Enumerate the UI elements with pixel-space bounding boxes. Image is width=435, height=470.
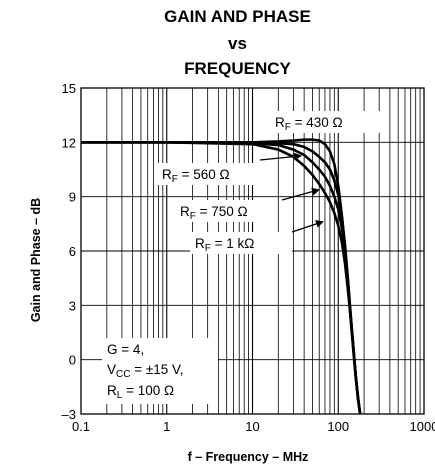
x-tick-label: 1: [163, 419, 170, 434]
y-tick-label: 15: [62, 81, 76, 96]
plot-frame: [80, 87, 425, 415]
condition-supply: VCC = ±15 V,: [107, 362, 184, 380]
y-tick-label: 3: [69, 298, 76, 313]
series-label-arrow: [281, 187, 320, 201]
x-axis-label: f – Frequency – MHz: [188, 450, 309, 464]
x-tick-label: 1000: [410, 419, 435, 434]
condition-load: RL = 100 Ω: [107, 383, 174, 401]
x-tick-label: 100: [327, 419, 349, 434]
series-label-background: [190, 232, 292, 254]
plot-annotations: RF = 430 Ω RF = 560 Ω RF = 750 Ω RF = 1 kΩ G…: [102, 111, 382, 404]
series-label: RF = 560 Ω: [162, 167, 230, 185]
y-tick-label: 12: [62, 135, 76, 150]
series-label-arrow: [291, 220, 324, 233]
series-label-background: [175, 200, 275, 222]
plot-curves: [81, 138, 362, 415]
series-label-arrow: [259, 152, 302, 161]
chart-title-line-2: vs: [228, 34, 247, 53]
y-tick-label: –3: [62, 407, 76, 422]
x-tick-label: 10: [245, 419, 259, 434]
x-tick-label: 0.1: [72, 419, 90, 434]
series-label: RF = 430 Ω: [275, 115, 343, 133]
chart-title-line-1: GAIN AND PHASE: [164, 7, 311, 26]
axis-ticks: 0.1 1 10 100 1000 –3 0 3 6 9 12 15: [62, 81, 435, 434]
y-axis-label: Gain and Phase – dB: [29, 198, 43, 322]
series-label-background: [270, 111, 382, 133]
series-line-4: [81, 141, 362, 415]
series-label: RF = 750 Ω: [180, 204, 248, 222]
series-label-background: [157, 163, 257, 185]
series-label: RF = 1 kΩ: [195, 236, 254, 254]
y-tick-label: 9: [69, 190, 76, 205]
y-tick-label: 0: [69, 353, 76, 368]
chart-title-line-3: FREQUENCY: [184, 59, 291, 78]
conditions-box: [102, 338, 218, 404]
y-tick-label: 6: [69, 244, 76, 259]
condition-gain: G = 4,: [107, 342, 144, 357]
